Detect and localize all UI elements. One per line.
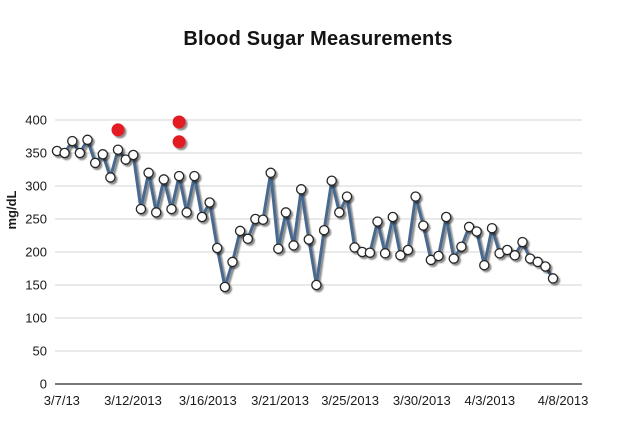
data-point-marker bbox=[326, 175, 337, 186]
data-point-marker bbox=[456, 241, 467, 252]
x-tick-label: 3/16/2013 bbox=[179, 393, 237, 408]
data-point-marker bbox=[486, 222, 498, 234]
y-axis-labels: 0 50 100 150 200 250 300 350 400 bbox=[25, 113, 47, 392]
data-point-marker bbox=[440, 211, 452, 223]
flagged-readings bbox=[111, 115, 186, 149]
y-tick-label: 200 bbox=[25, 245, 47, 260]
data-point-marker bbox=[181, 207, 192, 218]
data-point-marker bbox=[59, 147, 70, 159]
data-point-marker bbox=[471, 226, 482, 237]
data-point-marker bbox=[128, 149, 139, 161]
y-axis-title: mg/dL bbox=[4, 190, 19, 229]
data-point-marker bbox=[387, 211, 399, 223]
data-point-marker bbox=[463, 221, 475, 233]
data-point-marker bbox=[334, 207, 345, 218]
data-point-marker bbox=[532, 256, 543, 268]
x-tick-label: 3/30/2013 bbox=[393, 393, 451, 408]
data-point-marker bbox=[280, 207, 292, 218]
data-point-marker bbox=[67, 135, 78, 147]
data-point-marker bbox=[295, 184, 307, 195]
data-point-marker bbox=[234, 225, 246, 237]
data-point-marker bbox=[211, 242, 223, 254]
x-tick-label: 4/8/2013 bbox=[538, 393, 589, 408]
data-point-marker bbox=[89, 157, 101, 169]
data-point-marker bbox=[501, 244, 513, 256]
flagged-reading-dot bbox=[111, 123, 125, 137]
data-point-marker bbox=[418, 220, 429, 231]
data-point-marker bbox=[410, 191, 421, 202]
data-point-marker bbox=[135, 203, 147, 215]
data-point-marker bbox=[105, 172, 116, 183]
data-point-marker bbox=[112, 144, 124, 155]
chart-title: Blood Sugar Measurements bbox=[183, 28, 453, 50]
y-tick-label: 150 bbox=[25, 278, 47, 293]
data-point-marker bbox=[166, 203, 177, 215]
y-tick-label: 100 bbox=[25, 311, 47, 326]
data-point-marker bbox=[448, 253, 460, 264]
x-tick-label: 3/12/2013 bbox=[104, 393, 162, 408]
data-point-marker bbox=[547, 273, 559, 284]
y-tick-label: 400 bbox=[25, 113, 47, 128]
data-point-markers bbox=[51, 134, 559, 293]
data-point-marker bbox=[364, 247, 376, 258]
data-point-marker bbox=[219, 281, 231, 293]
data-point-marker bbox=[265, 167, 276, 179]
x-tick-label: 3/7/13 bbox=[44, 393, 80, 408]
data-point-marker bbox=[509, 250, 521, 261]
data-point-marker bbox=[204, 197, 215, 208]
data-point-marker bbox=[150, 207, 162, 218]
data-point-marker bbox=[257, 214, 269, 225]
data-point-marker bbox=[479, 259, 490, 271]
data-point-marker bbox=[242, 233, 254, 245]
data-point-marker bbox=[372, 216, 383, 227]
y-tick-label: 350 bbox=[25, 146, 47, 161]
data-point-marker bbox=[196, 211, 208, 223]
y-tick-label: 300 bbox=[25, 179, 47, 194]
data-point-marker bbox=[273, 243, 284, 254]
data-point-marker bbox=[97, 149, 109, 160]
data-point-marker bbox=[143, 167, 154, 179]
data-point-marker bbox=[341, 191, 353, 202]
data-point-marker bbox=[227, 256, 238, 268]
data-point-marker bbox=[189, 170, 200, 182]
data-point-marker bbox=[433, 250, 444, 262]
y-tick-label: 0 bbox=[40, 377, 47, 392]
series-line bbox=[55, 138, 555, 289]
data-point-marker bbox=[349, 242, 360, 253]
data-point-marker bbox=[303, 234, 315, 245]
flagged-reading-dot bbox=[172, 135, 186, 149]
data-point-marker bbox=[318, 224, 330, 236]
y-tick-label: 250 bbox=[25, 212, 47, 227]
data-point-marker bbox=[82, 134, 93, 146]
data-point-marker bbox=[288, 240, 299, 251]
data-point-marker bbox=[311, 279, 322, 291]
x-tick-label: 3/25/2013 bbox=[321, 393, 379, 408]
data-point-marker bbox=[379, 248, 391, 259]
data-point-marker bbox=[540, 261, 551, 272]
data-point-marker bbox=[120, 154, 131, 165]
data-point-marker bbox=[402, 244, 414, 256]
data-point-marker bbox=[74, 147, 86, 159]
data-point-marker bbox=[173, 170, 185, 182]
y-tick-label: 50 bbox=[33, 344, 47, 359]
data-point-marker bbox=[517, 236, 528, 248]
flagged-reading-dot bbox=[172, 115, 186, 129]
x-tick-label: 3/21/2013 bbox=[251, 393, 309, 408]
data-point-marker bbox=[158, 174, 170, 185]
x-tick-label: 4/3/2013 bbox=[464, 393, 515, 408]
x-axis-labels: 3/7/13 3/12/2013 3/16/2013 3/21/2013 3/25/20… bbox=[44, 393, 589, 408]
data-point-marker bbox=[395, 250, 406, 261]
